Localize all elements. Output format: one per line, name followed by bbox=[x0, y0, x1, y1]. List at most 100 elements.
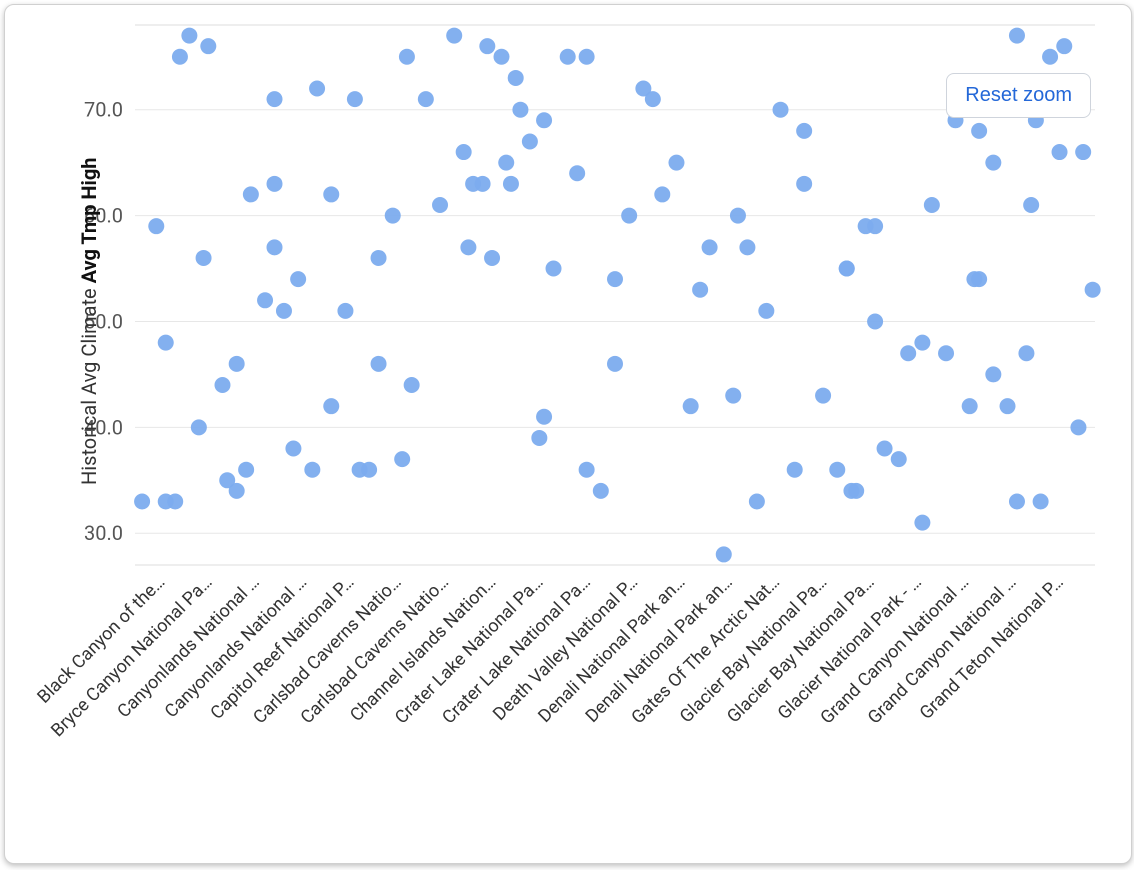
data-point[interactable] bbox=[1033, 493, 1049, 509]
data-point[interactable] bbox=[796, 123, 812, 139]
data-point[interactable] bbox=[267, 176, 283, 192]
data-point[interactable] bbox=[508, 70, 524, 86]
data-point[interactable] bbox=[1000, 398, 1016, 414]
data-point[interactable] bbox=[654, 186, 670, 202]
data-point[interactable] bbox=[361, 462, 377, 478]
data-point[interactable] bbox=[1085, 282, 1101, 298]
data-point[interactable] bbox=[971, 123, 987, 139]
data-point[interactable] bbox=[229, 483, 245, 499]
data-point[interactable] bbox=[773, 102, 789, 118]
data-point[interactable] bbox=[607, 271, 623, 287]
data-point[interactable] bbox=[730, 208, 746, 224]
data-point[interactable] bbox=[371, 356, 387, 372]
data-point[interactable] bbox=[323, 186, 339, 202]
data-point[interactable] bbox=[815, 388, 831, 404]
data-point[interactable] bbox=[196, 250, 212, 266]
data-point[interactable] bbox=[668, 155, 684, 171]
data-point[interactable] bbox=[867, 218, 883, 234]
data-point[interactable] bbox=[1018, 345, 1034, 361]
data-point[interactable] bbox=[531, 430, 547, 446]
data-point[interactable] bbox=[267, 91, 283, 107]
data-point[interactable] bbox=[404, 377, 420, 393]
data-point[interactable] bbox=[418, 91, 434, 107]
data-point[interactable] bbox=[546, 261, 562, 277]
data-point[interactable] bbox=[200, 38, 216, 54]
data-point[interactable] bbox=[498, 155, 514, 171]
data-point[interactable] bbox=[1042, 49, 1058, 65]
data-point[interactable] bbox=[167, 493, 183, 509]
data-point[interactable] bbox=[900, 345, 916, 361]
data-point[interactable] bbox=[829, 462, 845, 478]
data-point[interactable] bbox=[877, 441, 893, 457]
data-point[interactable] bbox=[914, 335, 930, 351]
data-point[interactable] bbox=[1023, 197, 1039, 213]
data-point[interactable] bbox=[484, 250, 500, 266]
data-point[interactable] bbox=[148, 218, 164, 234]
data-point[interactable] bbox=[1009, 493, 1025, 509]
data-point[interactable] bbox=[522, 133, 538, 149]
data-point[interactable] bbox=[1070, 419, 1086, 435]
data-point[interactable] bbox=[181, 28, 197, 44]
data-point[interactable] bbox=[924, 197, 940, 213]
data-point[interactable] bbox=[683, 398, 699, 414]
data-point[interactable] bbox=[1009, 28, 1025, 44]
data-point[interactable] bbox=[848, 483, 864, 499]
data-point[interactable] bbox=[645, 91, 661, 107]
data-point[interactable] bbox=[914, 515, 930, 531]
data-point[interactable] bbox=[985, 366, 1001, 382]
data-point[interactable] bbox=[536, 112, 552, 128]
data-point[interactable] bbox=[512, 102, 528, 118]
data-point[interactable] bbox=[304, 462, 320, 478]
data-point[interactable] bbox=[579, 462, 595, 478]
data-point[interactable] bbox=[371, 250, 387, 266]
data-point[interactable] bbox=[460, 239, 476, 255]
data-point[interactable] bbox=[891, 451, 907, 467]
data-point[interactable] bbox=[238, 462, 254, 478]
data-point[interactable] bbox=[172, 49, 188, 65]
data-point[interactable] bbox=[985, 155, 1001, 171]
data-point[interactable] bbox=[839, 261, 855, 277]
data-point[interactable] bbox=[692, 282, 708, 298]
data-point[interactable] bbox=[560, 49, 576, 65]
data-point[interactable] bbox=[475, 176, 491, 192]
data-point[interactable] bbox=[285, 441, 301, 457]
data-point[interactable] bbox=[938, 345, 954, 361]
data-point[interactable] bbox=[479, 38, 495, 54]
data-point[interactable] bbox=[214, 377, 230, 393]
data-point[interactable] bbox=[796, 176, 812, 192]
data-point[interactable] bbox=[758, 303, 774, 319]
data-point[interactable] bbox=[290, 271, 306, 287]
data-point[interactable] bbox=[962, 398, 978, 414]
data-point[interactable] bbox=[394, 451, 410, 467]
data-point[interactable] bbox=[739, 239, 755, 255]
data-point[interactable] bbox=[749, 493, 765, 509]
data-point[interactable] bbox=[158, 335, 174, 351]
data-point[interactable] bbox=[787, 462, 803, 478]
reset-zoom-button[interactable]: Reset zoom bbox=[946, 73, 1091, 118]
data-point[interactable] bbox=[867, 313, 883, 329]
data-point[interactable] bbox=[229, 356, 245, 372]
data-point[interactable] bbox=[276, 303, 292, 319]
data-point[interactable] bbox=[569, 165, 585, 181]
data-point[interactable] bbox=[446, 28, 462, 44]
data-point[interactable] bbox=[432, 197, 448, 213]
data-point[interactable] bbox=[1075, 144, 1091, 160]
data-point[interactable] bbox=[971, 271, 987, 287]
data-point[interactable] bbox=[536, 409, 552, 425]
data-point[interactable] bbox=[385, 208, 401, 224]
data-point[interactable] bbox=[725, 388, 741, 404]
data-point[interactable] bbox=[494, 49, 510, 65]
data-point[interactable] bbox=[1052, 144, 1068, 160]
data-point[interactable] bbox=[337, 303, 353, 319]
data-point[interactable] bbox=[607, 356, 623, 372]
data-point[interactable] bbox=[1056, 38, 1072, 54]
data-point[interactable] bbox=[347, 91, 363, 107]
data-point[interactable] bbox=[702, 239, 718, 255]
data-point[interactable] bbox=[309, 81, 325, 97]
data-point[interactable] bbox=[267, 239, 283, 255]
data-point[interactable] bbox=[323, 398, 339, 414]
data-point[interactable] bbox=[716, 546, 732, 562]
data-point[interactable] bbox=[621, 208, 637, 224]
data-point[interactable] bbox=[593, 483, 609, 499]
data-point[interactable] bbox=[579, 49, 595, 65]
